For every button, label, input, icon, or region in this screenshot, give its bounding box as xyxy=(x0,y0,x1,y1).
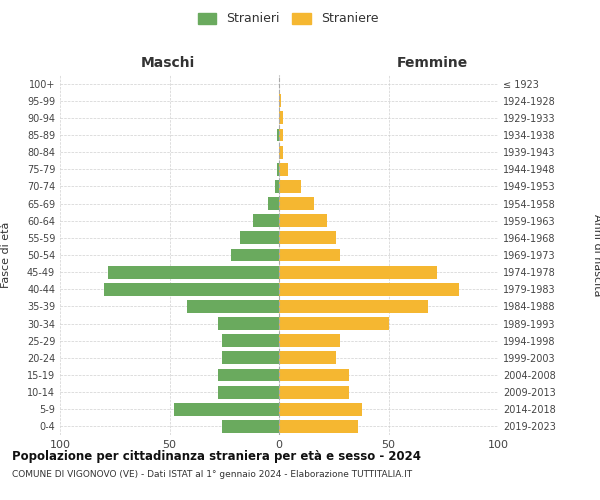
Bar xyxy=(279,112,283,124)
Bar xyxy=(268,197,279,210)
Bar xyxy=(218,368,279,382)
Bar xyxy=(279,386,349,398)
Bar xyxy=(277,163,279,175)
Bar xyxy=(104,283,279,296)
Bar xyxy=(279,403,362,415)
Bar xyxy=(279,197,314,210)
Bar xyxy=(279,368,349,382)
Bar xyxy=(222,352,279,364)
Bar xyxy=(279,94,281,107)
Bar xyxy=(279,300,428,313)
Bar xyxy=(277,128,279,141)
Bar xyxy=(218,317,279,330)
Bar xyxy=(279,266,437,278)
Bar xyxy=(174,403,279,415)
Bar xyxy=(222,334,279,347)
Bar xyxy=(239,232,279,244)
Bar xyxy=(253,214,279,227)
Bar xyxy=(279,352,336,364)
Text: Femmine: Femmine xyxy=(397,56,467,70)
Bar xyxy=(108,266,279,278)
Bar xyxy=(279,420,358,433)
Bar xyxy=(279,180,301,193)
Text: COMUNE DI VIGONOVO (VE) - Dati ISTAT al 1° gennaio 2024 - Elaborazione TUTTITALI: COMUNE DI VIGONOVO (VE) - Dati ISTAT al … xyxy=(12,470,412,479)
Bar xyxy=(279,317,389,330)
Bar xyxy=(279,232,336,244)
Legend: Stranieri, Straniere: Stranieri, Straniere xyxy=(194,8,382,29)
Bar xyxy=(275,180,279,193)
Text: Fasce di età: Fasce di età xyxy=(1,222,11,288)
Bar xyxy=(279,163,288,175)
Bar xyxy=(279,283,458,296)
Bar xyxy=(222,420,279,433)
Bar xyxy=(279,146,283,158)
Bar xyxy=(231,248,279,262)
Bar xyxy=(279,248,340,262)
Text: Maschi: Maschi xyxy=(141,56,195,70)
Bar xyxy=(279,214,327,227)
Text: Popolazione per cittadinanza straniera per età e sesso - 2024: Popolazione per cittadinanza straniera p… xyxy=(12,450,421,463)
Bar xyxy=(187,300,279,313)
Bar xyxy=(279,334,340,347)
Bar xyxy=(279,128,283,141)
Bar xyxy=(218,386,279,398)
Text: Anni di nascita: Anni di nascita xyxy=(592,214,600,296)
